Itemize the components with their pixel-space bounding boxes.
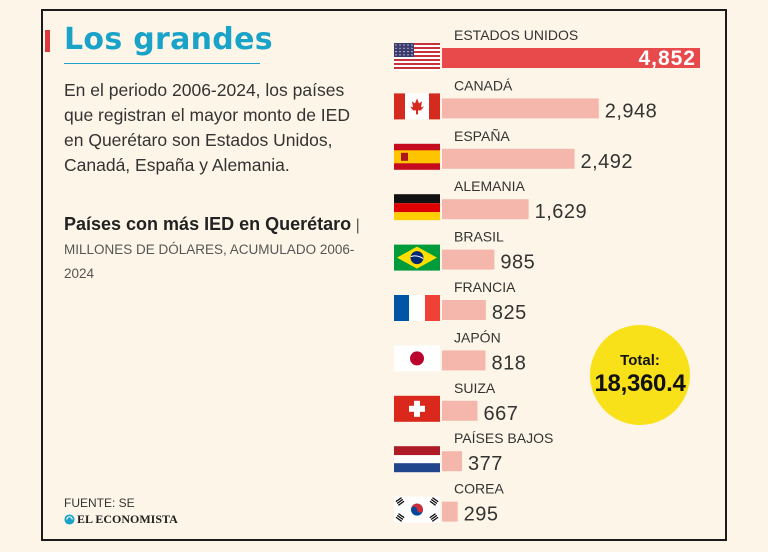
- subtitle-separator: |: [355, 217, 360, 234]
- country-label: ESTADOS UNIDOS: [454, 27, 578, 43]
- germany-flag-icon: [394, 194, 440, 221]
- bar: [442, 98, 599, 119]
- value-label: 667: [483, 403, 518, 425]
- bar: [442, 400, 478, 421]
- usa-flag-icon: [394, 43, 440, 71]
- subtitle-main: Países con más IED en Querétaro: [64, 214, 352, 234]
- brand-logo: EL ECONOMISTA: [64, 512, 178, 527]
- bar: [442, 350, 486, 371]
- spain-flag-icon: [394, 143, 440, 170]
- value-label: 2,492: [581, 151, 634, 173]
- infographic-frame: [41, 9, 727, 541]
- country-label: BRASIL: [454, 229, 504, 245]
- switzerland-flag-icon: [394, 395, 440, 422]
- brand-icon: [64, 514, 75, 525]
- title-accent-bar: [45, 30, 50, 52]
- japan-flag-icon: [394, 345, 440, 372]
- country-label: ALEMANIA: [454, 178, 525, 194]
- value-label: 825: [492, 302, 527, 324]
- brazil-flag-icon: [394, 244, 440, 271]
- value-label: 377: [468, 453, 503, 475]
- total-label: Total:: [620, 352, 660, 369]
- total-value: 18,360.4: [594, 370, 686, 397]
- country-label: PAÍSES BAJOS: [454, 430, 553, 446]
- bar: [442, 48, 700, 68]
- netherlands-flag-icon: [394, 446, 440, 473]
- bar-chart: ESTADOS UNIDOS 4,852 CANADÁ 2,948 ESPAÑA 2,49…: [394, 27, 700, 526]
- value-label: 295: [464, 504, 499, 526]
- country-label: ESPAÑA: [454, 128, 510, 144]
- korea-flag-icon: [394, 496, 440, 523]
- bar: [442, 249, 495, 270]
- country-label: SUIZA: [454, 380, 496, 396]
- subtitle-unit: MILLONES DE DÓLARES, ACUMULADO 2006-2024: [64, 242, 355, 281]
- value-label: 1,629: [535, 201, 588, 223]
- bar: [442, 451, 463, 472]
- bar: [442, 300, 486, 320]
- canada-flag-icon: [394, 93, 440, 120]
- source-note: FUENTE: SE: [64, 496, 135, 510]
- value-label: 985: [500, 252, 535, 274]
- value-label: 4,852: [638, 47, 696, 70]
- country-label: CANADÁ: [454, 77, 513, 93]
- title-underline: [64, 63, 260, 64]
- page-title: Los grandes: [64, 22, 273, 57]
- country-label: FRANCIA: [454, 279, 516, 295]
- chart-subtitle: Países con más IED en Querétaro | MILLON…: [64, 212, 364, 286]
- total-badge: Total: 18,360.4: [590, 325, 690, 425]
- country-label: JAPÓN: [454, 329, 501, 345]
- brand-name: EL ECONOMISTA: [77, 512, 178, 526]
- description-text: En el periodo 2006-2024, los países que …: [64, 80, 350, 175]
- bar: [442, 199, 529, 220]
- value-label: 818: [491, 352, 526, 374]
- bar: [442, 501, 458, 522]
- country-label: COREA: [454, 481, 504, 497]
- value-label: 2,948: [605, 100, 658, 122]
- bar: [442, 148, 575, 169]
- france-flag-icon: [394, 295, 440, 321]
